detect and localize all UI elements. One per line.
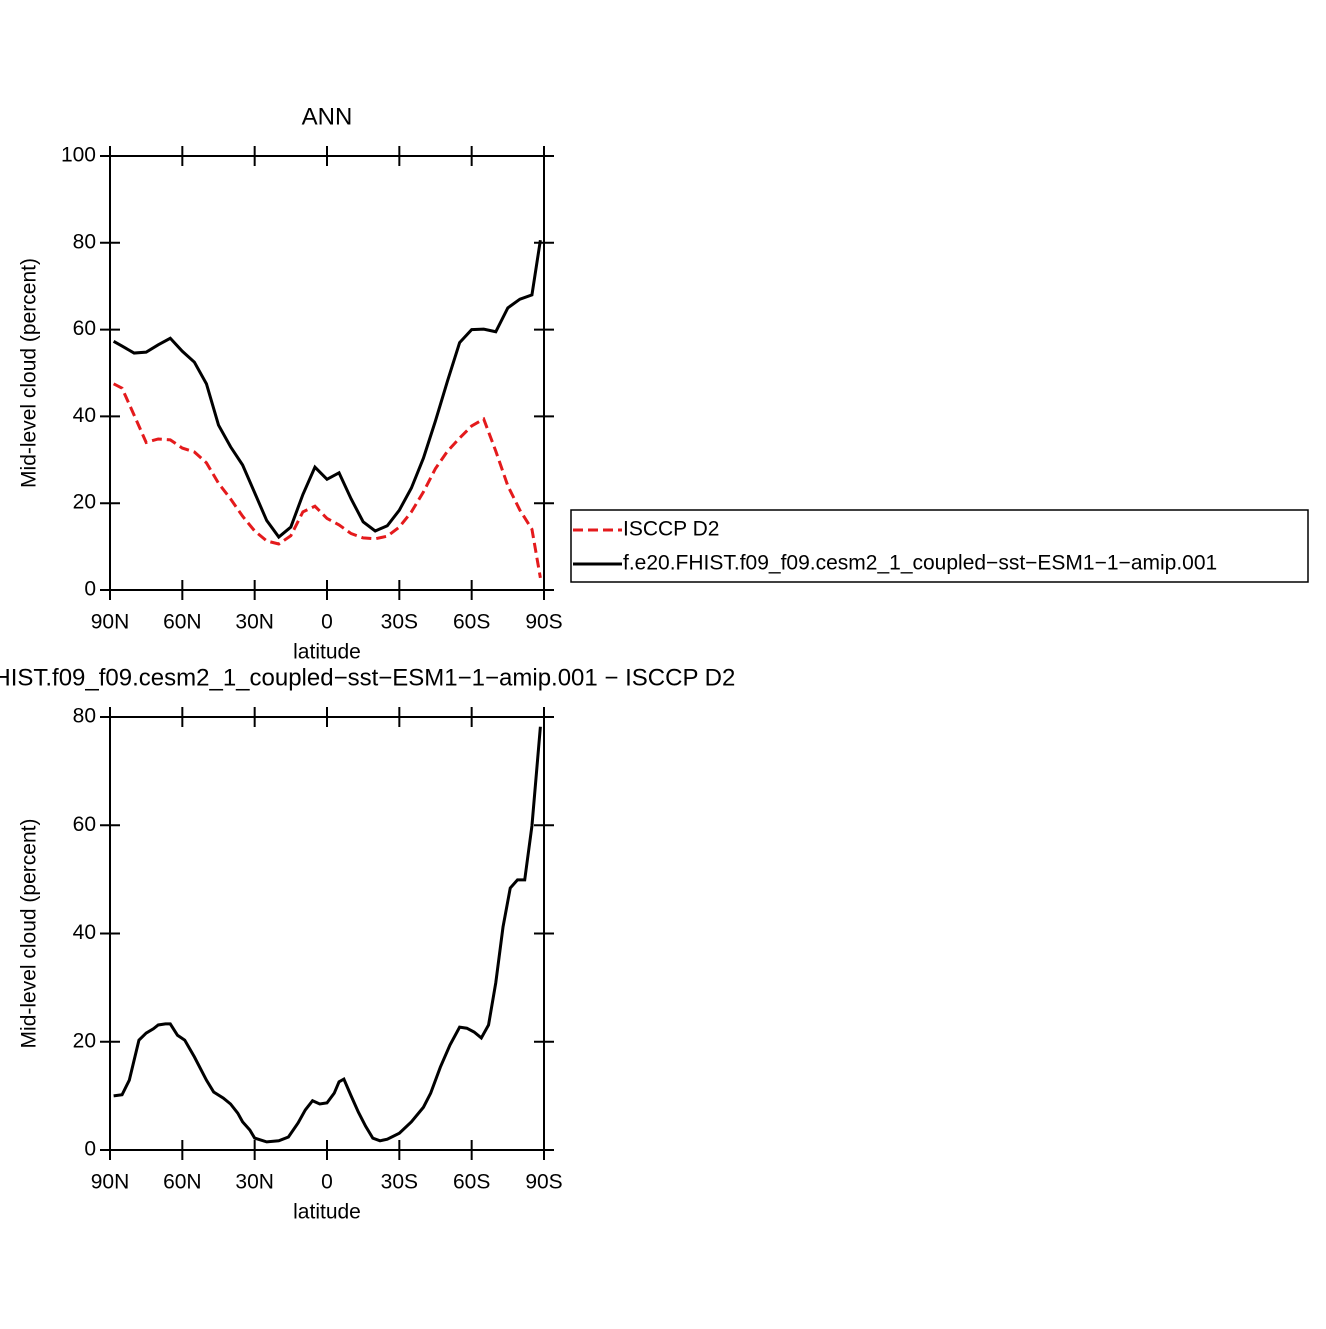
y-tick-label: 0 [84, 1138, 96, 1161]
data-line [112, 239, 542, 540]
data-line [113, 726, 542, 1144]
chart-title: ANN [302, 103, 353, 130]
x-tick-label: 60N [163, 1171, 202, 1194]
x-tick-label: 30S [381, 611, 418, 634]
plot-frame [109, 155, 545, 591]
y-tick-label: 40 [73, 404, 96, 427]
x-tick-label: 60N [163, 611, 202, 634]
x-tick-label: 0 [321, 611, 333, 634]
y-tick-label: 80 [73, 705, 96, 728]
data-line [112, 382, 542, 579]
y-axis-label: Mid-level cloud (percent) [18, 819, 41, 1049]
y-tick-label: 100 [61, 144, 96, 167]
x-tick-label: 0 [321, 1171, 333, 1194]
plot-frame [109, 716, 545, 1151]
y-tick-label: 60 [73, 813, 96, 836]
x-tick-label: 90N [91, 1171, 130, 1194]
y-tick-label: 80 [73, 230, 96, 253]
y-tick-label: 0 [84, 578, 96, 601]
legend-label: f.e20.FHIST.f09_f09.cesm2_1_coupled−sst−… [623, 552, 1217, 575]
chart-title: f.e20.FHIST.f09_f09.cesm2_1_coupled−sst−… [0, 664, 735, 691]
x-tick-label: 90S [525, 1171, 562, 1194]
y-tick-label: 60 [73, 317, 96, 340]
x-tick-label: 60S [453, 1171, 490, 1194]
x-axis-label: latitude [293, 1201, 361, 1224]
y-tick-label: 40 [73, 921, 96, 944]
y-tick-label: 20 [73, 1029, 96, 1052]
x-tick-label: 30N [235, 1171, 274, 1194]
x-tick-label: 60S [453, 611, 490, 634]
x-tick-label: 30S [381, 1171, 418, 1194]
y-axis-label: Mid-level cloud (percent) [18, 258, 41, 488]
x-tick-label: 90S [525, 611, 562, 634]
x-tick-label: 90N [91, 611, 130, 634]
legend-label: ISCCP D2 [623, 518, 719, 541]
legend-box [570, 509, 1309, 583]
x-axis-label: latitude [293, 641, 361, 664]
x-tick-label: 30N [235, 611, 274, 634]
y-tick-label: 20 [73, 491, 96, 514]
